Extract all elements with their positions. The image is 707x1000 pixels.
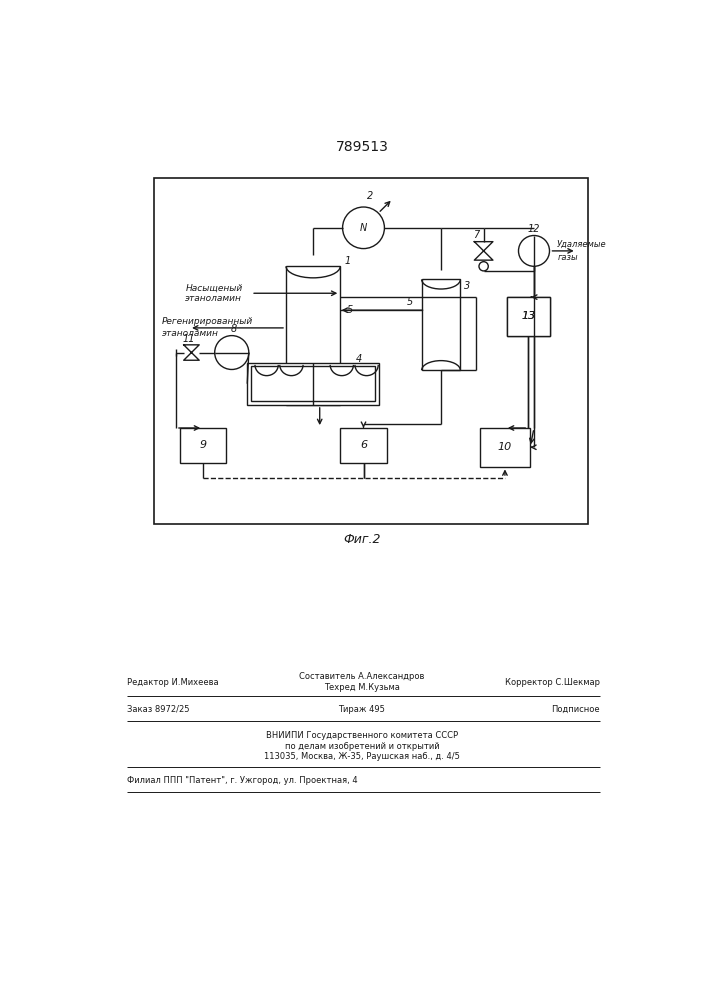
Bar [421, 279, 460, 370]
Text: 789513: 789513 [336, 140, 388, 154]
Text: по делам изобретений и открытий: по делам изобретений и открытий [285, 742, 439, 751]
Text: Филиал ППП "Патент", г. Ужгород, ул. Проектная, 4: Филиал ППП "Патент", г. Ужгород, ул. Про… [127, 776, 358, 785]
Bar [251, 366, 375, 401]
Bar [507, 297, 549, 336]
Text: 4: 4 [356, 354, 362, 364]
Circle shape [518, 235, 549, 266]
Text: 6: 6 [360, 440, 367, 450]
Text: 1: 1 [344, 256, 351, 266]
Text: Удаляемые: Удаляемые [557, 240, 607, 249]
Circle shape [479, 262, 489, 271]
Text: Заказ 8972/25: Заказ 8972/25 [127, 705, 189, 714]
Text: 12: 12 [527, 224, 540, 234]
Text: этаноламин: этаноламин [162, 329, 219, 338]
Bar [340, 428, 387, 463]
Text: ВНИИПИ Государственного комитета СССР: ВНИИПИ Государственного комитета СССР [266, 732, 458, 740]
Text: 7: 7 [474, 231, 480, 240]
Bar [154, 178, 588, 524]
Text: Техред М.Кузьма: Техред М.Кузьма [324, 683, 400, 692]
Text: 5: 5 [407, 297, 413, 307]
Text: 3: 3 [464, 281, 470, 291]
Text: Тираж 495: Тираж 495 [339, 705, 385, 714]
Bar [180, 428, 226, 463]
Text: Насыщеный: Насыщеный [185, 283, 243, 292]
Text: 13: 13 [521, 311, 535, 321]
Text: Подписное: Подписное [551, 705, 600, 714]
Bar [247, 363, 379, 405]
Text: 9: 9 [199, 440, 206, 450]
Text: 13: 13 [521, 311, 535, 321]
Bar [286, 266, 340, 405]
Text: Редактор И.Михеева: Редактор И.Михеева [127, 678, 218, 687]
Circle shape [215, 336, 249, 369]
Bar [480, 428, 530, 466]
Text: 11: 11 [182, 334, 194, 344]
Text: Корректор С.Шекмар: Корректор С.Шекмар [505, 678, 600, 687]
Text: N: N [360, 223, 367, 233]
Polygon shape [474, 251, 493, 260]
Polygon shape [474, 242, 493, 251]
Text: Составитель А.Александров: Составитель А.Александров [299, 672, 425, 681]
Text: Регенирированный: Регенирированный [162, 317, 253, 326]
Text: Фиг.2: Фиг.2 [343, 533, 380, 546]
Text: 8: 8 [231, 324, 238, 334]
Text: 2: 2 [368, 191, 373, 201]
Circle shape [343, 207, 385, 249]
Bar [507, 297, 549, 336]
Text: 10: 10 [498, 442, 512, 452]
Text: 113035, Москва, Ж-35, Раушская наб., д. 4/5: 113035, Москва, Ж-35, Раушская наб., д. … [264, 752, 460, 761]
Text: 5: 5 [346, 305, 353, 315]
Text: этаноламин: этаноламин [185, 294, 242, 303]
Text: газы: газы [557, 253, 578, 262]
